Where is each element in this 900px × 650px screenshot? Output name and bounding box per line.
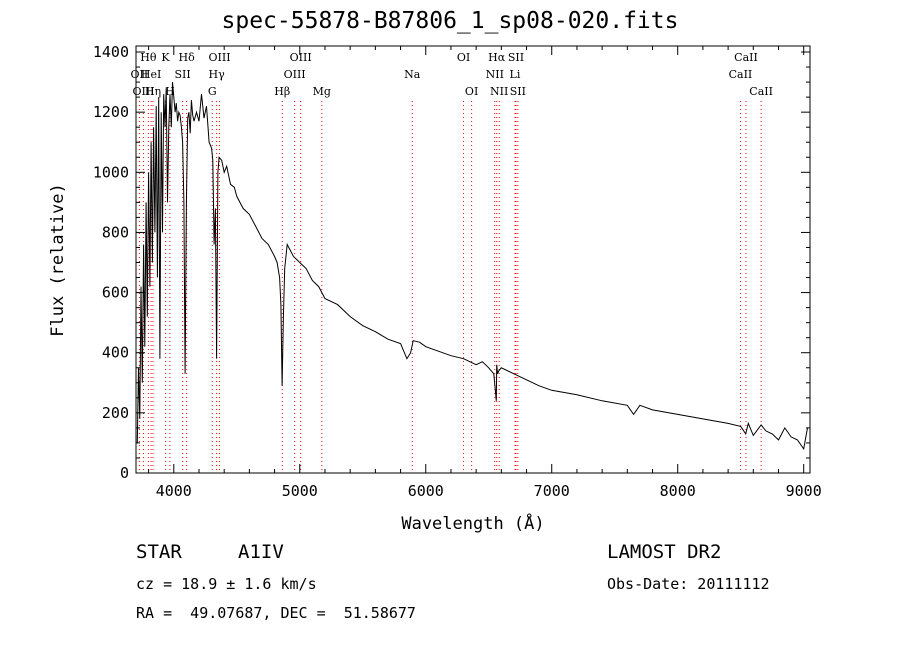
y-tick-label: 1200 <box>93 103 129 121</box>
y-tick-label: 0 <box>120 464 129 482</box>
subclass: A1IV <box>238 541 284 563</box>
line-marker-label: OIII <box>284 68 306 81</box>
x-tick-label: 4000 <box>156 482 192 500</box>
y-tick-label: 200 <box>102 404 129 422</box>
y-axis: 0 200 400 600 800 1000 1200 1400 <box>93 43 810 482</box>
coordinates-text: RA = 49.07687, DEC = 51.58677 <box>136 604 416 622</box>
line-marker-label: Na <box>404 68 421 81</box>
line-marker-label: Hγ <box>209 68 226 81</box>
line-marker-label: OII <box>131 68 149 81</box>
spectrum-line <box>136 82 808 451</box>
line-marker-label: NII <box>490 85 508 98</box>
x-tick-label: 6000 <box>408 482 444 500</box>
x-tick-label: 7000 <box>534 482 570 500</box>
line-marker-label: SII <box>510 85 526 98</box>
line-marker-label: SII <box>508 51 524 64</box>
line-marker-label: CaII <box>729 68 753 81</box>
x-axis-label: Wavelength (Å) <box>401 512 544 534</box>
line-marker-label: Hα <box>488 51 506 64</box>
line-marker-label: H <box>165 85 175 98</box>
line-marker-label: Li <box>510 68 521 81</box>
x-tick-label: 8000 <box>660 482 696 500</box>
line-marker-label: Mg <box>313 85 331 98</box>
line-marker-label: G <box>208 85 217 98</box>
line-marker-label: CaII <box>734 51 758 64</box>
y-axis-label: Flux (relative) <box>48 183 68 337</box>
x-tick-label: 5000 <box>282 482 318 500</box>
object-class: STAR <box>136 541 182 563</box>
survey-label: LAMOST DR2 <box>607 541 722 563</box>
line-marker-label: Hβ <box>274 85 290 98</box>
x-axis: 4000 5000 6000 7000 8000 9000 <box>148 46 822 500</box>
line-marker-label: HeI <box>141 68 161 81</box>
plot-frame <box>135 45 811 474</box>
line-marker-label: OI <box>457 51 470 64</box>
line-marker-label: Hη <box>145 85 161 98</box>
line-marker-label: NII <box>486 68 504 81</box>
line-marker-label: OI <box>465 85 478 98</box>
chart-title: spec-55878-B87806_1_sp08-020.fits <box>221 8 679 34</box>
line-marker-label: Hδ <box>179 51 196 64</box>
line-marker-label: Hθ <box>140 51 157 64</box>
obs-date-text: Obs-Date: 20111112 <box>607 575 770 593</box>
y-tick-label: 600 <box>102 284 129 302</box>
line-marker-label: OIII <box>133 85 155 98</box>
line-marker-label: K <box>161 51 170 64</box>
y-tick-label: 1000 <box>93 163 129 181</box>
redshift-text: cz = 18.9 ± 1.6 km/s <box>136 575 317 593</box>
line-marker-label: CaII <box>749 85 773 98</box>
y-tick-label: 800 <box>102 223 129 241</box>
y-tick-label: 1400 <box>93 43 129 61</box>
line-marker-label: SII <box>174 68 190 81</box>
x-tick-label: 9000 <box>786 482 822 500</box>
y-tick-label: 400 <box>102 344 129 362</box>
line-marker-label: OIII <box>208 51 230 64</box>
line-marker-label: OIII <box>290 51 312 64</box>
